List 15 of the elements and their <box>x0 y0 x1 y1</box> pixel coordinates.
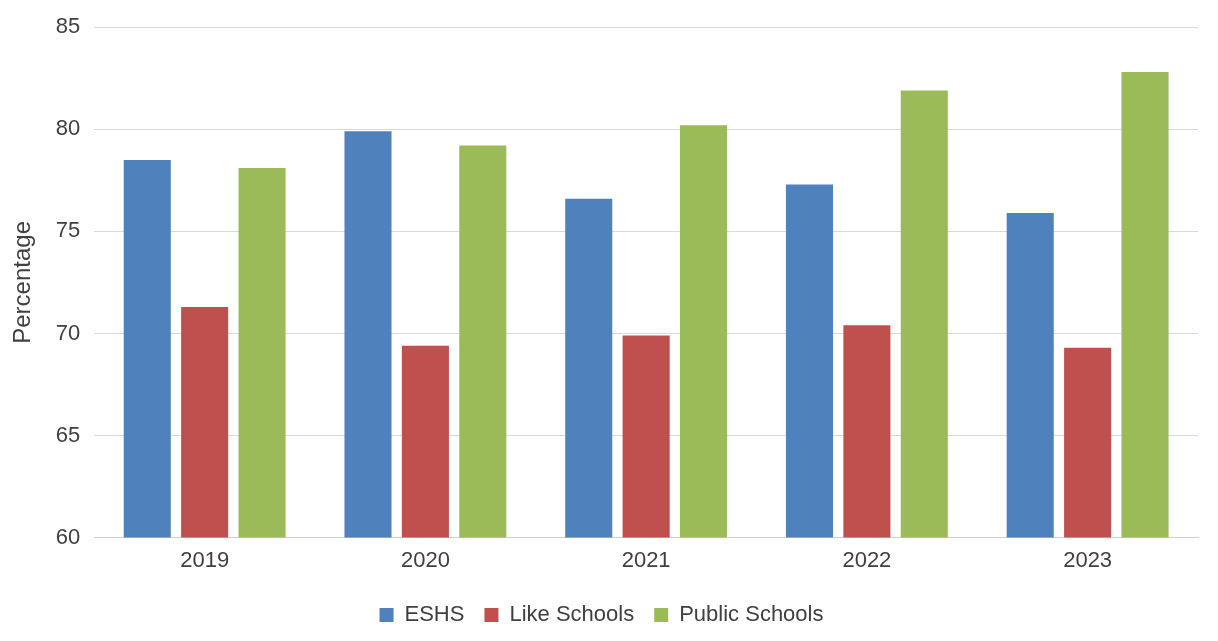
y-tick-label: 60 <box>55 523 81 549</box>
x-tick-label: 2020 <box>400 546 450 572</box>
legend-label: ESHS <box>404 601 465 627</box>
y-tick-label: 70 <box>55 319 81 345</box>
legend-label: Public Schools <box>679 601 824 627</box>
y-tick-label: 80 <box>55 115 81 141</box>
y-axis-title: Percentage <box>8 221 36 344</box>
x-tick-label: 2022 <box>842 546 892 572</box>
y-tick-label: 85 <box>55 13 81 39</box>
y-tick-label: 75 <box>55 217 81 243</box>
x-tick-label: 2021 <box>621 546 671 572</box>
legend-label: Like Schools <box>509 601 635 627</box>
x-tick-label: 2023 <box>1063 546 1113 572</box>
x-tick-label: 2019 <box>180 546 230 572</box>
y-tick-label: 65 <box>55 421 81 447</box>
